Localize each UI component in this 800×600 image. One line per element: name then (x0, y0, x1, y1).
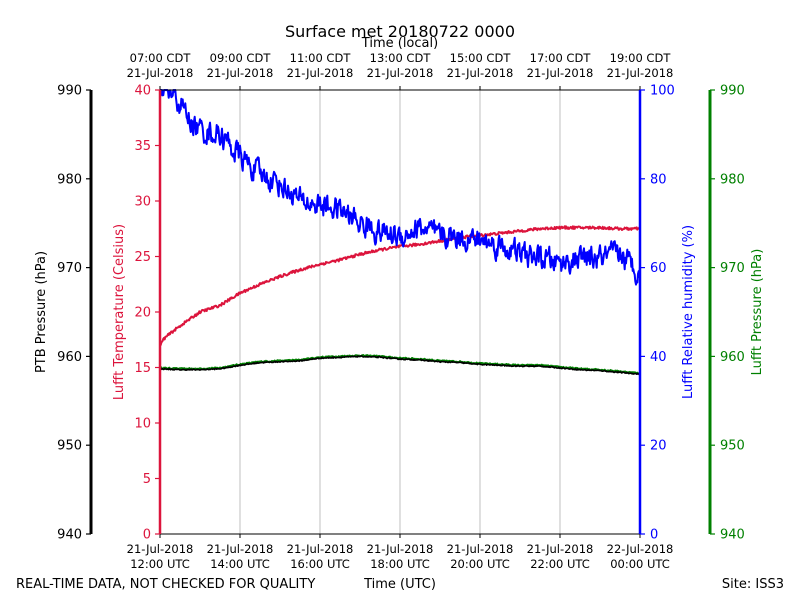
x-tick-label-local-time: 15:00 CDT (450, 51, 512, 65)
temperature-tick-label: 25 (134, 250, 151, 265)
ptb_pressure-tick-label: 940 (57, 528, 82, 543)
quality-notice: REAL-TIME DATA, NOT CHECKED FOR QUALITY (16, 577, 315, 592)
humidity-tick-label: 0 (650, 528, 658, 543)
x-tick-label-utc-time: 14:00 UTC (210, 557, 270, 571)
plot-series (159, 89, 641, 376)
chart-title: Surface met 20180722 0000 (285, 22, 515, 41)
x-tick-label-local-date: 21-Jul-2018 (207, 66, 274, 80)
lufft_pressure-tick-label: 950 (720, 439, 745, 454)
x-tick-label-local-time: 11:00 CDT (290, 51, 352, 65)
x-axis-label: Time (UTC) (363, 577, 436, 592)
x-tick-label-local-time: 13:00 CDT (370, 51, 432, 65)
lufft_pressure-tick-label: 970 (720, 261, 745, 276)
humidity-tick-label: 60 (650, 261, 667, 276)
x-tick-label-utc-date: 21-Jul-2018 (447, 542, 514, 556)
ptb_pressure-tick-label: 960 (57, 350, 82, 365)
x-tick-label-local-date: 21-Jul-2018 (367, 66, 434, 80)
x-tick-label-utc-time: 22:00 UTC (530, 557, 590, 571)
lufft_pressure-tick-label: 980 (720, 172, 745, 187)
x-tick-label-local-date: 21-Jul-2018 (527, 66, 594, 80)
lufft-temperature-line (159, 225, 641, 346)
humidity-tick-label: 40 (650, 350, 667, 365)
x-tick-label-utc-time: 16:00 UTC (290, 557, 350, 571)
x-tick-label-local-date: 21-Jul-2018 (607, 66, 674, 80)
x-tick-label-utc-date: 22-Jul-2018 (607, 542, 674, 556)
ptb_pressure-tick-label: 950 (57, 439, 82, 454)
temperature-tick-label: 35 (134, 139, 151, 154)
x-tick-label-local-date: 21-Jul-2018 (127, 66, 194, 80)
temperature-tick-label: 40 (134, 84, 151, 99)
lufft_pressure-tick-label: 990 (720, 84, 745, 99)
lufft-pressure-axis-label: Lufft Pressure (hPa) (750, 249, 765, 376)
gridlines (239, 90, 561, 534)
x-tick-label-utc-time: 20:00 UTC (450, 557, 510, 571)
x-tick-label-utc-date: 21-Jul-2018 (367, 542, 434, 556)
temperature-tick-label: 0 (143, 528, 151, 543)
x-tick-label-utc-time: 18:00 UTC (370, 557, 430, 571)
x-tick-label-local-date: 21-Jul-2018 (287, 66, 354, 80)
ptb-pressure-line (159, 355, 641, 376)
site-label: Site: ISS3 (722, 577, 784, 592)
humidity-tick-label: 20 (650, 439, 667, 454)
humidity-axis-label: Lufft Relative humidity (%) (681, 225, 696, 399)
temperature-axis-label: Lufft Temperature (Celsius) (112, 224, 127, 400)
x-tick-label-local-time: 19:00 CDT (610, 51, 672, 65)
x-tick-label-utc-date: 21-Jul-2018 (127, 542, 194, 556)
ptb_pressure-tick-label: 980 (57, 172, 82, 187)
x-tick-label-utc-date: 21-Jul-2018 (527, 542, 594, 556)
x-tick-label-local-time: 17:00 CDT (530, 51, 592, 65)
x-tick-label-utc-date: 21-Jul-2018 (287, 542, 354, 556)
x-tick-label-utc-time: 00:00 UTC (610, 557, 670, 571)
lufft-relative-humidity-line (159, 89, 641, 286)
x-tick-label-utc-time: 12:00 UTC (130, 557, 190, 571)
top-axis-label: Time (local) (361, 36, 438, 51)
lufft_pressure-tick-label: 960 (720, 350, 745, 365)
lufft_pressure-tick-label: 940 (720, 528, 745, 543)
ptb_pressure-tick-label: 970 (57, 261, 82, 276)
humidity-tick-label: 80 (650, 172, 667, 187)
temperature-tick-label: 30 (134, 195, 151, 210)
ptb_pressure-tick-label: 990 (57, 84, 82, 99)
temperature-tick-label: 15 (134, 361, 151, 376)
x-tick-label-local-date: 21-Jul-2018 (447, 66, 514, 80)
x-tick-label-local-time: 09:00 CDT (210, 51, 272, 65)
ptb-pressure-axis-label: PTB Pressure (hPa) (34, 251, 49, 373)
x-tick-label-local-time: 07:00 CDT (130, 51, 192, 65)
temperature-tick-label: 10 (134, 417, 151, 432)
temperature-tick-label: 20 (134, 306, 151, 321)
humidity-tick-label: 100 (650, 84, 675, 99)
temperature-tick-label: 5 (143, 472, 151, 487)
x-tick-label-utc-date: 21-Jul-2018 (207, 542, 274, 556)
